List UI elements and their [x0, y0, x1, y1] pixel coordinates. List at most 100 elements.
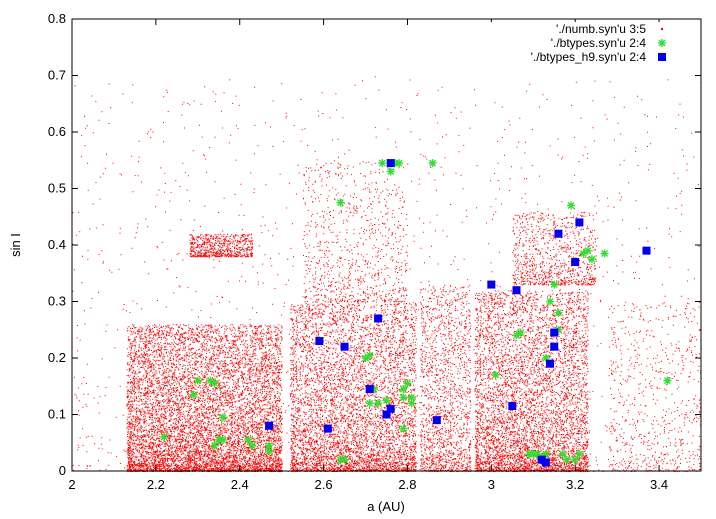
square-point — [365, 385, 374, 394]
square-point — [512, 286, 521, 295]
y-axis-label: sin I — [8, 233, 23, 257]
star-point — [550, 280, 559, 289]
star-point — [244, 435, 253, 444]
y-tick-label: 0.8 — [48, 11, 66, 26]
x-tick-label: 3.4 — [650, 477, 668, 492]
square-point — [550, 328, 559, 337]
star-point — [399, 385, 408, 394]
legend-entry-bg — [480, 50, 695, 64]
square-point — [508, 402, 517, 411]
square-point — [537, 455, 546, 464]
star-point — [210, 379, 219, 388]
square-point — [571, 257, 580, 266]
star-point — [663, 376, 672, 385]
legend-square-marker — [658, 53, 666, 61]
legend-label: './numb.syn'u 3:5 — [556, 22, 646, 36]
y-tick-label: 0.5 — [48, 181, 66, 196]
y-tick-label: 0.2 — [48, 350, 66, 365]
star-point — [546, 297, 555, 306]
star-point — [554, 308, 563, 317]
data-points-layer — [72, 76, 702, 472]
square-point — [386, 404, 395, 413]
x-tick-label: 2.8 — [398, 477, 416, 492]
star-point — [583, 246, 592, 255]
square-point — [265, 421, 274, 430]
y-tick-label: 0.7 — [48, 68, 66, 83]
star-point — [378, 159, 387, 168]
star-point — [399, 393, 408, 402]
legend-entry-bg — [480, 22, 695, 36]
y-tick-label: 0.6 — [48, 124, 66, 139]
star-point — [567, 201, 576, 210]
star-point — [512, 331, 521, 340]
square-point — [340, 342, 349, 351]
star-point — [386, 167, 395, 176]
star-point — [374, 399, 383, 408]
star-point — [399, 424, 408, 433]
axis-ticks: 2 2.2 2.4 2.6 2.8 3 3.2 3.4 0 0.1 0.2 0.3 0.4 0.5 0.6 0… — [48, 11, 701, 492]
x-tick-label: 2 — [68, 477, 75, 492]
x-tick-label: 3.2 — [566, 477, 584, 492]
square-point — [550, 342, 559, 351]
square-point — [382, 410, 391, 419]
star-point — [361, 354, 370, 362]
star-point — [265, 447, 274, 456]
legend-star-marker — [658, 39, 666, 47]
star-point — [206, 376, 215, 385]
density-dot-cluster — [474, 290, 589, 472]
square-point — [374, 314, 383, 323]
star-point — [382, 396, 391, 405]
square-point — [541, 458, 550, 467]
star-point — [600, 249, 609, 258]
star-point — [491, 370, 500, 379]
star-point — [365, 351, 374, 360]
star-point — [575, 450, 584, 459]
star-point — [218, 435, 227, 444]
density-dot-cluster — [189, 233, 254, 258]
star-point — [562, 455, 571, 464]
square-point — [432, 416, 441, 425]
star-point — [407, 393, 416, 402]
legend: './numb.syn'u 3:5'./btypes.syn'u 2:4'./b… — [480, 22, 695, 64]
star-point — [340, 455, 349, 464]
square-point — [386, 159, 395, 168]
square-point — [487, 280, 496, 289]
density-dot-cluster — [512, 211, 597, 286]
square-point — [554, 229, 563, 238]
star-point — [336, 198, 345, 207]
star-point — [579, 249, 588, 258]
legend-label: './btypes_h9.syn'u 2:4 — [531, 50, 647, 64]
star-point — [558, 450, 567, 459]
density-dot-cluster — [420, 284, 472, 472]
star-point — [218, 413, 227, 422]
x-tick-label: 2.4 — [231, 477, 249, 492]
density-dot-cluster — [302, 160, 409, 303]
star-point — [160, 433, 169, 442]
star-point — [428, 159, 437, 168]
star-point — [516, 328, 525, 337]
star-point — [365, 399, 374, 408]
square-point — [575, 218, 584, 227]
star-point — [193, 376, 202, 385]
y-tick-label: 0.4 — [48, 237, 66, 252]
legend-label: './btypes.syn'u 2:4 — [551, 36, 647, 50]
star-point — [189, 390, 198, 399]
y-tick-label: 0.1 — [48, 407, 66, 422]
x-tick-label: 2.2 — [147, 477, 165, 492]
star-point — [210, 441, 219, 450]
legend-entry-bg — [480, 36, 695, 50]
square-point — [642, 246, 651, 255]
square-point — [546, 359, 555, 368]
x-tick-label: 2.6 — [315, 477, 333, 492]
y-tick-label: 0.3 — [48, 294, 66, 309]
square-point — [315, 337, 324, 346]
x-tick-label: 3 — [488, 477, 495, 492]
square-point — [323, 424, 332, 433]
density-dot-cluster — [126, 324, 283, 472]
x-axis-label: a (AU) — [367, 499, 405, 514]
star-point — [571, 455, 580, 464]
star-point — [403, 379, 412, 388]
legend-dot-marker — [661, 28, 663, 30]
